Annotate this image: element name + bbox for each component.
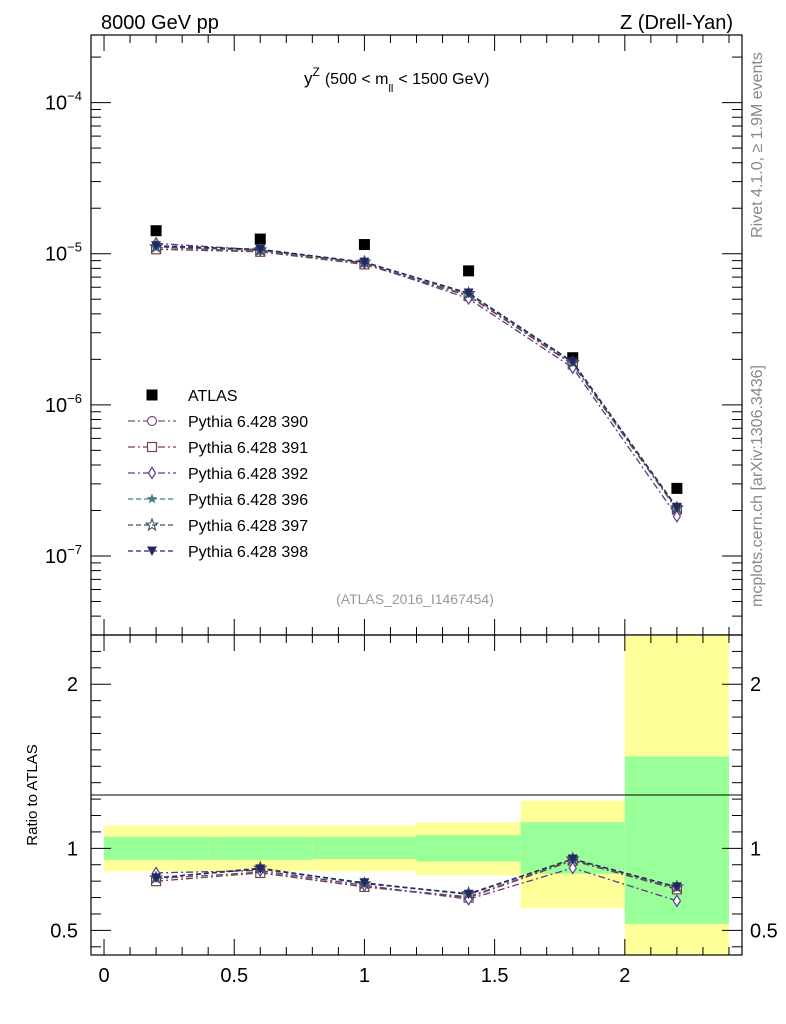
ratio-panel: 0.5 0.5 1 1 2 2 0 0.5 1 1.5 2 Ratio to ATLAS: [24, 634, 778, 987]
legend-item-atlas: ATLAS: [146, 388, 238, 405]
main-ytick-label: 10−5: [45, 240, 82, 266]
main-ytick-base: 10: [45, 546, 67, 568]
main-ytick-base: 10: [45, 244, 67, 266]
main-ytick-exp: −6: [67, 391, 82, 406]
ratio-ytick-label-left: 1: [67, 838, 78, 860]
main-ytick-exp: −5: [67, 240, 82, 255]
legend-marker-p397: [144, 517, 160, 532]
main-point-p398-5: [671, 502, 682, 513]
header-left: 8000 GeV pp: [101, 12, 219, 34]
legend-label-p397: Pythia 6.428 397: [188, 518, 308, 535]
title-range-pre: (500 < m: [325, 71, 389, 88]
legend-label-p396: Pythia 6.428 396: [188, 492, 308, 509]
main-line-p391: [156, 248, 678, 510]
legend-label-atlas: ATLAS: [188, 388, 238, 405]
title-range-post: < 1500 GeV): [398, 71, 489, 88]
ratio-xtick-label: 0: [98, 965, 109, 987]
ratio-point-p398-5: [671, 882, 682, 892]
ratio-ytick-label-right: 1: [750, 838, 761, 860]
legend-item-p391: Pythia 6.428 391: [128, 440, 308, 457]
main-series-p398: [151, 241, 682, 513]
main-point-p398-2: [359, 257, 370, 268]
legend-marker-p396: [146, 493, 158, 504]
main-point-p398-3: [463, 288, 474, 298]
main-ytick-base: 10: [45, 93, 67, 115]
ratio-series-layer: [148, 851, 685, 908]
ratio-ytick-label-right: 2: [750, 674, 761, 696]
legend-item-p390: Pythia 6.428 390: [128, 414, 308, 431]
legend: ATLAS Pythia 6.428 390 Pythia 6.428 391 Pyt…: [128, 388, 308, 561]
legend-marker-p398: [147, 546, 157, 556]
main-y-tick-labels: 10−710−610−510−4: [45, 89, 82, 568]
main-point-atlas-3: [463, 265, 475, 277]
legend-label-p391: Pythia 6.428 391: [188, 440, 308, 457]
ratio-line-p398: [156, 858, 678, 895]
legend-item-p396: Pythia 6.428 396: [128, 492, 308, 509]
legend-item-p398: Pythia 6.428 398: [128, 544, 308, 561]
ratio-ytick-label-left: 0.5: [50, 920, 78, 942]
legend-marker-p391: [146, 441, 158, 453]
ratio-point-p398-1: [255, 864, 266, 874]
legend-item-p397: Pythia 6.428 397: [128, 517, 308, 535]
main-point-atlas-5: [671, 482, 683, 494]
main-ytick-label: 10−7: [45, 542, 82, 568]
ratio-line-p392: [156, 867, 678, 902]
main-panel: 10−710−610−510−4 yZ (500 < mll< 1500 GeV)…: [45, 34, 743, 636]
ratio-point-p398-3: [463, 889, 474, 900]
legend-item-p392: Pythia 6.428 392: [128, 466, 308, 483]
main-ticks: [91, 35, 742, 636]
title-sup: Z: [313, 65, 320, 79]
main-point-p392-5: [672, 509, 682, 523]
main-series-layer: [148, 225, 685, 523]
ratio-point-p398-2: [359, 878, 370, 888]
main-point-p398-4: [567, 357, 578, 367]
title-y: y: [304, 69, 313, 88]
legend-marker-atlas: [146, 389, 158, 401]
ratio-point-p392-4: [568, 861, 577, 875]
mcplots-label: mcplots.cern.ch [arXiv:1306.3436]: [749, 365, 766, 607]
ratio-point-p392-5: [672, 894, 682, 908]
ratio-xtick-label: 0.5: [220, 965, 248, 987]
rivet-label: Rivet 4.1.0, ≥ 1.9M events: [749, 52, 766, 238]
main-ytick-label: 10−4: [45, 89, 82, 115]
ratio-xtick-label: 2: [619, 965, 630, 987]
ratio-series-p398: [151, 854, 682, 900]
main-point-atlas-0: [150, 225, 162, 237]
analysis-id: (ATLAS_2016_I1467454): [336, 591, 494, 607]
ratio-ytick-label-right: 0.5: [750, 920, 778, 942]
legend-marker-p390: [146, 415, 158, 427]
main-ytick-exp: −4: [67, 89, 82, 104]
main-point-p398-1: [255, 244, 266, 255]
ratio-point-p398-4: [567, 854, 578, 864]
main-point-atlas-1: [254, 233, 266, 245]
main-line-p390: [156, 246, 678, 510]
legend-label-p398: Pythia 6.428 398: [188, 544, 308, 561]
ratio-band-inner-1: [208, 836, 313, 860]
title-sub: ll: [388, 83, 393, 95]
ratio-band-inner-0: [104, 836, 209, 860]
ratio-band-inner-2: [312, 836, 417, 859]
main-ytick-exp: −7: [67, 542, 82, 557]
main-title: yZ (500 < mll < 1500 GeV): [304, 65, 490, 95]
ratio-band-inner-3: [416, 835, 521, 862]
legend-label-p390: Pythia 6.428 390: [188, 414, 308, 431]
main-point-atlas-2: [358, 239, 370, 251]
header-right: Z (Drell-Yan): [620, 12, 733, 34]
main-ytick-base: 10: [45, 395, 67, 417]
ratio-ticks: [91, 635, 742, 955]
ratio-ytick-label-left: 2: [67, 674, 78, 696]
ratio-ylabel: Ratio to ATLAS: [24, 744, 41, 845]
main-point-p398-0: [151, 241, 162, 251]
ratio-point-p398-0: [151, 873, 162, 883]
main-line-p398: [156, 245, 678, 508]
ratio-tick-labels: 0.5 0.5 1 1 2 2 0 0.5 1 1.5 2: [50, 674, 778, 987]
ratio-xtick-label: 1: [359, 965, 370, 987]
legend-label-p392: Pythia 6.428 392: [188, 466, 308, 483]
ratio-xtick-label: 1.5: [481, 965, 509, 987]
legend-marker-p392: [147, 466, 157, 480]
main-ytick-label: 10−6: [45, 391, 82, 417]
